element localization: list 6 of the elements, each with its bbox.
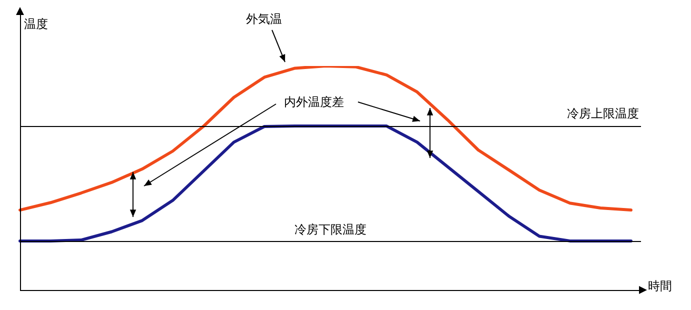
ref-line-label: 冷房上限温度	[567, 106, 639, 121]
text: 外気温	[246, 11, 282, 28]
annotation: 内外温度差	[284, 94, 344, 111]
x-axis-title: 時間	[648, 278, 672, 295]
ref-line-label: 冷房下限温度	[294, 222, 366, 237]
y-axis-title: 温度	[24, 16, 48, 33]
